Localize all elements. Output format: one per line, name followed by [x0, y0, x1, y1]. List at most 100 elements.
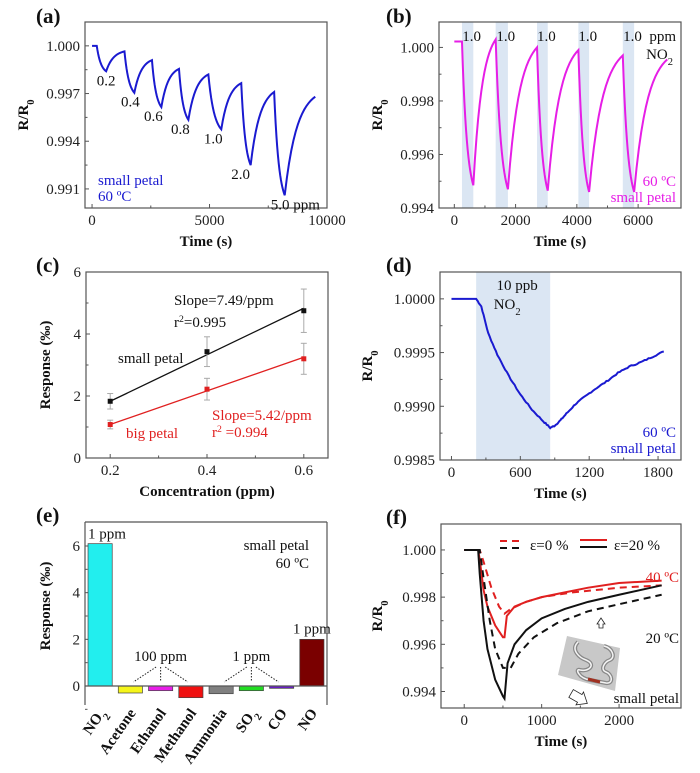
series-label: small petal [118, 351, 183, 367]
panel-label: (f) [386, 505, 407, 529]
exposure-label: 10 ppb [497, 278, 538, 294]
exposure-shade [622, 22, 635, 208]
series-line [454, 36, 668, 193]
panel-label: (e) [36, 503, 59, 527]
x-axis-label: Concentration (ppm) [139, 484, 274, 500]
panel-c: 0 2 4 6 0.2 0.4 0.6 Concentration (ppm) Response… [36, 253, 329, 500]
inset-sensing-region [587, 677, 601, 684]
pulse-label: 1.0 [623, 29, 642, 45]
y-tick-label: 0.994 [46, 134, 80, 150]
series-line [464, 548, 662, 702]
y-tick-label: 1.000 [402, 543, 436, 559]
exposure-shade [495, 22, 508, 208]
x-tick-label: 2000 [501, 213, 531, 229]
x-tick-label: 1200 [574, 465, 604, 481]
bar [87, 543, 113, 687]
x-tick-label: 0.2 [101, 463, 120, 479]
panel-a: 1.000 0.997 0.994 0.991 0 5000 10000 Time (s) R/… [16, 4, 346, 250]
panel-label: (b) [386, 4, 412, 28]
pulse-label: 1.0 [537, 29, 556, 45]
condition-label: small petal [98, 173, 163, 189]
y-tick-label: 0.998 [400, 94, 434, 110]
x-tick-label: 0.6 [294, 463, 313, 479]
series-line [451, 297, 665, 430]
condition-label: small petal [244, 538, 309, 554]
y-tick-label: 0.9985 [394, 453, 435, 469]
panel-label: (d) [386, 253, 412, 277]
y-tick-label: 0 [73, 679, 81, 695]
y-tick-label: 2 [73, 632, 81, 648]
condition-label: 60 ºC [643, 174, 676, 190]
temperature-label: 40 ºC [646, 570, 679, 586]
y-axis-label: Response (‰) [38, 562, 54, 651]
y-tick-label: 6 [74, 265, 82, 281]
group-label: 1 ppm [293, 621, 331, 637]
slope-label: Slope=5.42/ppm [212, 408, 312, 424]
data-point [301, 356, 307, 362]
x-tick-label: 6000 [623, 213, 653, 229]
arrow-down-icon [568, 688, 588, 706]
y-tick-label: 4 [73, 586, 81, 602]
y-tick-label: 2 [74, 389, 82, 405]
y-axis-label: R/R0 [16, 99, 37, 130]
temperature-label: 20 ºC [646, 631, 679, 647]
pulse-label: 1.0 [462, 29, 481, 45]
plot-frame [84, 21, 328, 209]
x-axis-label: Time (s) [535, 734, 588, 750]
pulse-label: 1.0 [578, 29, 597, 45]
panel-label: (a) [36, 4, 61, 28]
pulse-label: 1.0 [496, 29, 515, 45]
x-tick-label: 5000 [195, 213, 225, 229]
condition-label: small petal [614, 691, 679, 707]
x-tick-label: 1800 [643, 465, 673, 481]
y-axis-label: R/R0 [370, 600, 391, 631]
gas-label: NO2 [494, 297, 521, 318]
exposure-shade [461, 22, 474, 208]
x-axis-label: Time (s) [180, 234, 233, 250]
x-tick-label: 4000 [562, 213, 592, 229]
concentration-label: 2.0 [231, 167, 250, 183]
group-connector [133, 666, 157, 683]
series-label: big petal [126, 426, 178, 442]
legend-label: ε=0 % [530, 538, 569, 554]
y-tick-label: 6 [73, 539, 81, 555]
y-tick-label: 1.0000 [394, 292, 435, 308]
data-point [107, 398, 113, 404]
arrow-up-icon [596, 617, 606, 629]
x-axis-label: Time (s) [534, 486, 587, 502]
y-tick-label: 0.994 [400, 201, 434, 217]
y-tick-label: 0.997 [46, 87, 80, 103]
r2-label: r2=0.995 [174, 314, 226, 332]
x-tick-label: 0.4 [198, 463, 217, 479]
condition-label: 60 ºC [98, 189, 131, 205]
y-axis-label: Response (‰) [38, 321, 54, 410]
condition-label: 60 ºC [276, 556, 309, 572]
panel-d: 1.0000 0.9995 0.9990 0.9985 0 600 1200 1800 Time… [360, 253, 682, 502]
concentration-label: 5.0 ppm [271, 197, 321, 213]
data-point [204, 386, 210, 392]
legend: ε=0 % ε=20 % [500, 538, 660, 554]
bar [117, 685, 143, 694]
x-tick-label: SO2 [233, 706, 264, 738]
group-label: 100 ppm [134, 649, 187, 665]
y-tick-label: 0 [74, 451, 82, 467]
y-tick-label: 0.998 [402, 590, 436, 606]
concentration-label: 0.6 [144, 109, 163, 125]
slope-label: Slope=7.49/ppm [174, 293, 274, 309]
r2-label: r2 =0.994 [212, 424, 268, 442]
y-axis-label: R/R0 [370, 99, 391, 130]
panel-f: 1.000 0.998 0.996 0.994 0 1000 2000 Time (s) R/R… [370, 505, 682, 750]
y-tick-label: 4 [74, 327, 82, 343]
series-line [92, 44, 316, 196]
y-axis-label: R/R0 [360, 350, 381, 381]
legend-label: ε=20 % [614, 538, 660, 554]
y-tick-label: 1.000 [400, 40, 434, 56]
plot-frame [440, 523, 682, 709]
condition-label: small petal [611, 441, 676, 457]
group-label: 1 ppm [232, 649, 270, 665]
concentration-label: 0.8 [171, 122, 190, 138]
x-tick-label: 0 [88, 213, 96, 229]
concentration-label: 0.4 [121, 95, 140, 111]
x-tick-label: NO [295, 706, 321, 734]
